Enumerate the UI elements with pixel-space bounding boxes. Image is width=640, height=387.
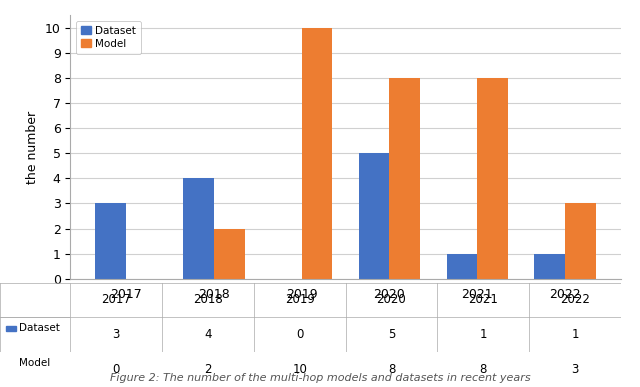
Text: 0: 0 bbox=[113, 363, 120, 376]
Bar bbox=[565, 204, 596, 279]
Text: 2: 2 bbox=[204, 363, 212, 376]
Bar bbox=[6, 326, 16, 331]
Legend: Dataset, Model: Dataset, Model bbox=[76, 21, 141, 54]
Text: Dataset: Dataset bbox=[19, 324, 60, 334]
Bar bbox=[183, 178, 214, 279]
Text: Model: Model bbox=[19, 358, 51, 368]
Bar bbox=[6, 361, 16, 366]
Text: Figure 2: The number of the multi-hop models and datasets in recent years: Figure 2: The number of the multi-hop mo… bbox=[109, 373, 531, 383]
Text: 2020: 2020 bbox=[376, 293, 406, 307]
Text: 8: 8 bbox=[479, 363, 487, 376]
Text: 2022: 2022 bbox=[560, 293, 590, 307]
Bar bbox=[214, 228, 244, 279]
Text: 3: 3 bbox=[113, 328, 120, 341]
Text: 2019: 2019 bbox=[285, 293, 315, 307]
Text: 10: 10 bbox=[292, 363, 307, 376]
Text: 8: 8 bbox=[388, 363, 395, 376]
Bar bbox=[359, 153, 390, 279]
Text: 1: 1 bbox=[571, 328, 579, 341]
Text: 5: 5 bbox=[388, 328, 395, 341]
Text: 2018: 2018 bbox=[193, 293, 223, 307]
Text: 3: 3 bbox=[572, 363, 579, 376]
Y-axis label: the number: the number bbox=[26, 111, 39, 183]
Bar bbox=[95, 204, 126, 279]
Bar bbox=[477, 78, 508, 279]
Bar bbox=[390, 78, 420, 279]
Bar bbox=[447, 253, 477, 279]
Bar bbox=[534, 253, 565, 279]
Text: 2017: 2017 bbox=[101, 293, 131, 307]
Text: 4: 4 bbox=[204, 328, 212, 341]
Text: 2021: 2021 bbox=[468, 293, 498, 307]
Text: 0: 0 bbox=[296, 328, 303, 341]
Text: 1: 1 bbox=[479, 328, 487, 341]
Bar bbox=[301, 28, 332, 279]
